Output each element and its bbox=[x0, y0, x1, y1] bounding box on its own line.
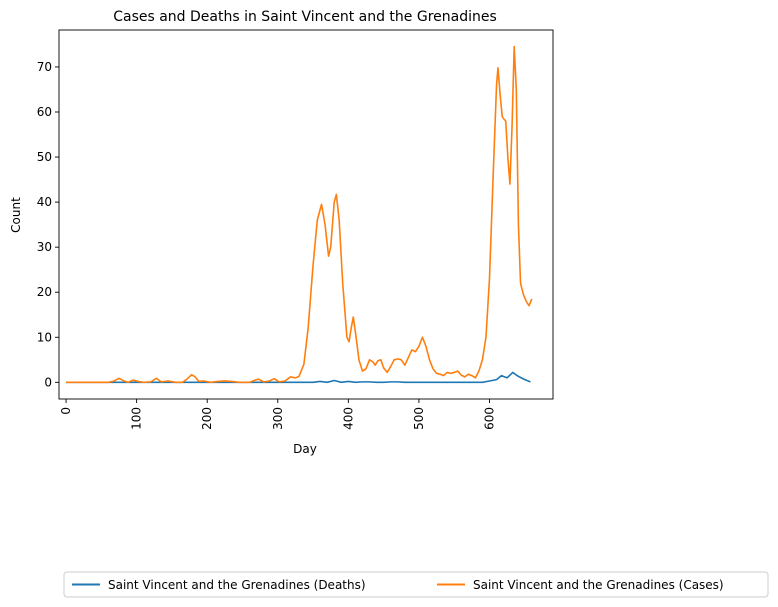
x-tick-label: 100 bbox=[130, 407, 144, 430]
plot-area bbox=[58, 29, 554, 400]
y-tick-label: 50 bbox=[37, 150, 52, 164]
x-tick-label: 0 bbox=[59, 407, 73, 415]
y-axis-label: Count bbox=[9, 197, 23, 233]
series-line-0 bbox=[66, 371, 531, 384]
legend-label-cases: Saint Vincent and the Grenadines (Cases) bbox=[473, 578, 724, 592]
y-tick-label: 10 bbox=[37, 330, 52, 344]
x-axis-label: Day bbox=[293, 442, 317, 456]
x-tick-label: 400 bbox=[341, 407, 355, 430]
plot-frame bbox=[58, 29, 554, 400]
legend: Saint Vincent and the Grenadines (Deaths… bbox=[63, 571, 769, 598]
x-tick-label: 300 bbox=[271, 407, 285, 430]
x-tick-label: 600 bbox=[482, 407, 496, 430]
y-tick-label: 40 bbox=[37, 195, 52, 209]
x-tick-label: 500 bbox=[412, 407, 426, 430]
y-tick-label: 30 bbox=[37, 240, 52, 254]
y-axis-ticks: 0 10 20 30 40 50 60 70 bbox=[37, 60, 59, 389]
series-line-1 bbox=[66, 45, 533, 384]
x-tick-label: 200 bbox=[200, 407, 214, 430]
chart-title: Cases and Deaths in Saint Vincent and th… bbox=[113, 9, 497, 25]
legend-frame bbox=[63, 571, 769, 598]
y-tick-label: 70 bbox=[37, 60, 52, 74]
y-tick-label: 60 bbox=[37, 105, 52, 119]
x-axis-ticks: 0 100 200 300 400 500 600 bbox=[59, 399, 496, 430]
y-tick-label: 20 bbox=[37, 285, 52, 299]
y-tick-label: 0 bbox=[44, 375, 52, 389]
legend-label-deaths: Saint Vincent and the Grenadines (Deaths… bbox=[108, 578, 366, 592]
